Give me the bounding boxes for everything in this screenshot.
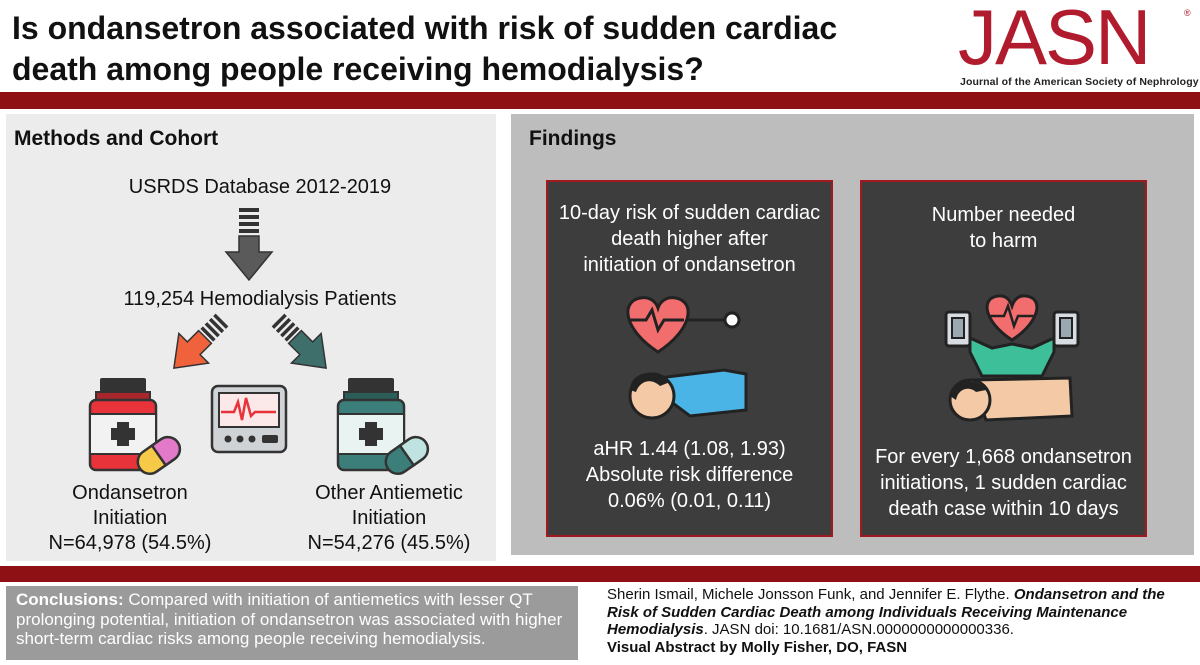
card2-result-line2: initiations, 1 sudden cardiac — [880, 472, 1127, 494]
card1-heading-line2: death higher after — [611, 228, 768, 250]
card2-result: For every 1,668 ondansetron initiations,… — [862, 444, 1145, 522]
jasn-logo: JASN ® Journal of the American Society o… — [958, 0, 1199, 90]
page-title: Is ondansetron associated with risk of s… — [12, 8, 932, 90]
citation-journal: . JASN doi: 10.1681/ASN.0000000000000336… — [703, 621, 1014, 638]
group-b-label: Other Antiemetic Initiation N=54,276 (45… — [276, 481, 502, 556]
conclusions-label: Conclusions: — [16, 590, 124, 609]
conclusions-text: Compared with initiation of antiemetics … — [16, 590, 563, 648]
cpr-doctor-icon — [944, 294, 1080, 422]
card1-heading-line1: 10-day risk of sudden cardiac — [558, 202, 821, 224]
group-b-name-line2: Initiation — [351, 507, 427, 529]
medicine-bottle-icon-teal — [336, 378, 430, 475]
card1-heading-line3: initiation of ondansetron — [583, 254, 796, 276]
pill-capsule-icon-red — [136, 435, 182, 475]
patients-label: 119,254 Hemodialysis Patients — [123, 288, 397, 310]
card2-result-line1: For every 1,668 ondansetron — [875, 446, 1132, 468]
medicine-bottle-icon-red — [88, 378, 182, 475]
citation: Sherin Ismail, Michele Jonsson Funk, and… — [607, 586, 1197, 656]
group-b-name-line1: Other Antiemetic — [315, 482, 463, 504]
logo-registered-mark: ® — [1184, 8, 1191, 18]
citation-title: Ondansetron and the Risk of Sudden Cardi… — [607, 586, 1165, 638]
card1-heading: 10-day risk of sudden cardiac death high… — [548, 200, 831, 278]
conclusions-box: Conclusions: Compared with initiation of… — [6, 586, 578, 660]
diagonal-arrow-icon-right — [271, 313, 327, 369]
group-a-name-line1: Ondansetron — [72, 482, 188, 504]
finding-card-risk: 10-day risk of sudden cardiac death high… — [546, 180, 833, 537]
findings-title: Findings — [529, 127, 617, 150]
card2-result-line3: death case within 10 days — [888, 498, 1119, 520]
card2-heading: Number needed to harm — [862, 202, 1145, 254]
group-a-label: Ondansetron Initiation N=64,978 (54.5%) — [30, 481, 230, 556]
visual-abstract-credit: Visual Abstract by Molly Fisher, DO, FAS… — [607, 638, 908, 656]
title-line-1: Is ondansetron associated with risk of s… — [12, 10, 838, 46]
database-label: USRDS Database 2012-2019 — [128, 176, 392, 198]
group-b-n: N=54,276 (45.5%) — [307, 532, 471, 554]
citation-authors: Sherin Ismail, Michele Jonsson Funk, and… — [607, 586, 1010, 603]
card2-heading-line1: Number needed — [931, 204, 1076, 226]
logo-wordmark: JASN — [958, 0, 1151, 81]
methods-panel — [6, 114, 496, 561]
card1-result-line1: aHR 1.44 (1.08, 1.93) — [593, 438, 786, 460]
group-a-n: N=64,978 (54.5%) — [48, 532, 212, 554]
group-a-name-line2: Initiation — [92, 507, 168, 529]
heart-monitor-icon — [210, 384, 288, 454]
card1-result: aHR 1.44 (1.08, 1.93) Absolute risk diff… — [548, 436, 831, 514]
diagonal-arrow-icon-left — [173, 313, 229, 369]
card1-result-line3: 0.06% (0.01, 0.11) — [607, 490, 772, 512]
card1-result-line2: Absolute risk difference — [585, 464, 794, 486]
title-line-2: death among people receiving hemodialysi… — [12, 51, 704, 87]
methods-title: Methods and Cohort — [14, 127, 219, 150]
header-divider-bar — [0, 92, 1200, 109]
logo-subtitle: Journal of the American Society of Nephr… — [960, 76, 1199, 88]
card2-heading-line2: to harm — [969, 230, 1038, 252]
finding-card-nnh: Number needed to harm For every 1,668 on… — [860, 180, 1147, 537]
patient-heart-icon — [626, 296, 748, 420]
footer-divider-bar — [0, 566, 1200, 582]
down-arrow-icon — [224, 208, 274, 282]
pill-capsule-icon-teal — [384, 435, 430, 475]
